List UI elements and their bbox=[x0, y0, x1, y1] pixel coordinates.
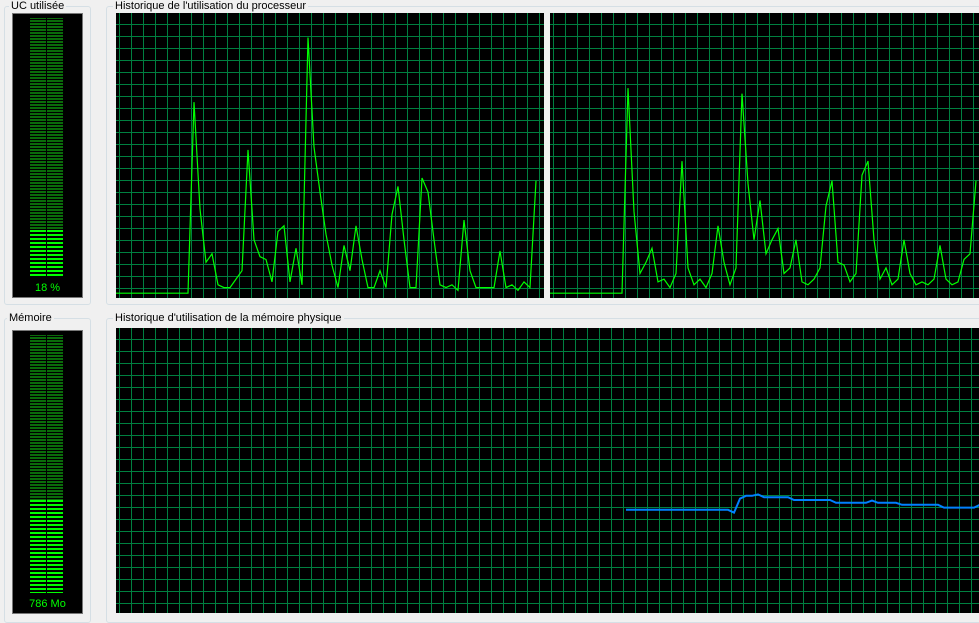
cpu-history-graph-core-1 bbox=[116, 13, 544, 298]
cpu-usage-value: 18 % bbox=[34, 282, 61, 294]
memory-history-label: Historique d'utilisation de la mémoire p… bbox=[113, 311, 344, 325]
usage-line bbox=[550, 88, 977, 294]
meter-fill bbox=[30, 500, 46, 593]
cpu-history-label: Historique de l'utilisation du processeu… bbox=[113, 0, 309, 13]
graph-background bbox=[116, 328, 979, 613]
memory-history-graph bbox=[116, 328, 979, 613]
cpu-usage-label: UC utilisée bbox=[9, 0, 67, 13]
memory-usage-meter: 786 Mo bbox=[12, 330, 83, 614]
meter-fill bbox=[30, 230, 46, 277]
meter-fill bbox=[47, 500, 63, 593]
cpu-usage-group: UC utilisée 18 % bbox=[4, 0, 91, 305]
usage-line bbox=[626, 493, 979, 515]
cpu-usage-meter: 18 % bbox=[12, 13, 83, 298]
memory-usage-value: 786 Mo bbox=[29, 598, 66, 610]
graph-background bbox=[550, 13, 979, 298]
meter-fill bbox=[47, 230, 63, 277]
meter-column bbox=[30, 18, 46, 277]
usage-line bbox=[116, 37, 537, 294]
cpu-history-graph-core-2 bbox=[550, 13, 979, 298]
memory-usage-group: Mémoire 786 Mo bbox=[4, 311, 91, 623]
cpu-history-group: Historique de l'utilisation du processeu… bbox=[106, 0, 979, 305]
memory-usage-label: Mémoire bbox=[7, 311, 54, 325]
meter-column bbox=[47, 18, 63, 277]
